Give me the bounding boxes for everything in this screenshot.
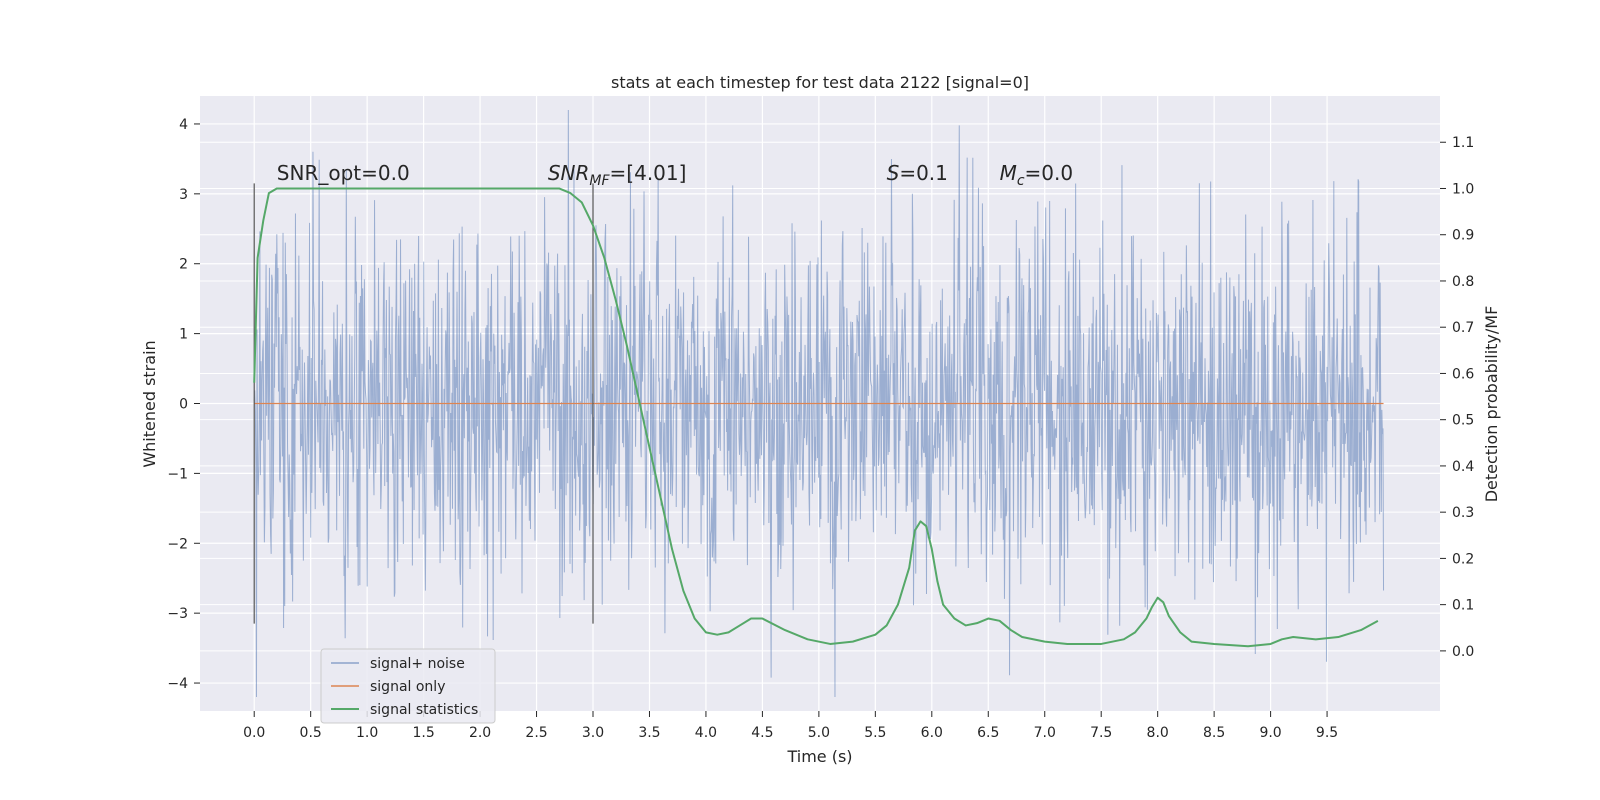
x-axis-ticks: 0.0 0.5 1.0 1.5 2.0 2.5 3.0 3.5 4.0 4.5 5.0 5.5 6.0 6… <box>243 711 1338 741</box>
x-tick-label: 1.0 <box>356 725 378 741</box>
annotations: SNR_opt=0.0 SNRMF=[4.01] S=0.1 Mc=0.0 <box>277 161 1073 189</box>
y-tick-label: −3 <box>167 606 188 622</box>
y2-tick-label: 0.8 <box>1452 274 1474 290</box>
y2-tick-label: 0.9 <box>1452 228 1474 244</box>
annotation-1: SNRMF=[4.01] <box>548 161 687 189</box>
y2-tick-label: 0.2 <box>1452 551 1474 567</box>
y-tick-label: −2 <box>167 536 188 552</box>
x-tick-label: 0.5 <box>300 725 322 741</box>
annotation-2: S=0.1 <box>887 161 948 185</box>
legend-box <box>320 648 496 724</box>
y-tick-label: −1 <box>167 466 188 482</box>
y2-tick-label: 0.1 <box>1452 598 1474 614</box>
x-tick-label: 4.0 <box>695 725 717 741</box>
x-tick-label: 8.0 <box>1147 725 1169 741</box>
y2-axis-label: Detection probability/MF <box>1482 306 1501 503</box>
x-tick-label: 3.0 <box>582 725 604 741</box>
x-tick-label: 3.5 <box>638 725 660 741</box>
y2-tick-label: 0.0 <box>1452 644 1474 660</box>
x-tick-label: 1.5 <box>412 725 434 741</box>
y2-tick-label: 0.3 <box>1452 505 1474 521</box>
x-tick-label: 5.0 <box>808 725 830 741</box>
x-tick-label: 7.0 <box>1034 725 1056 741</box>
legend: signal+ noise signal only signal statist… <box>320 648 496 724</box>
chart-title: stats at each timestep for test data 212… <box>611 73 1029 92</box>
x-tick-label: 2.0 <box>469 725 491 741</box>
legend-label-signal-plus-noise: signal+ noise <box>370 656 465 672</box>
x-tick-label: 9.5 <box>1316 725 1338 741</box>
x-tick-label: 9.0 <box>1259 725 1281 741</box>
y-tick-label: 1 <box>179 327 188 343</box>
x-tick-label: 0.0 <box>243 725 265 741</box>
vertical-markers <box>253 183 594 624</box>
x-tick-label: 5.5 <box>864 725 886 741</box>
x-tick-label: 6.5 <box>977 725 999 741</box>
y-axis-label: Whitened strain <box>140 340 159 467</box>
legend-label-signal-only: signal only <box>370 679 445 695</box>
legend-label-signal-statistics: signal statistics <box>370 702 478 718</box>
y-tick-label: 2 <box>179 257 188 273</box>
x-tick-label: 8.5 <box>1203 725 1225 741</box>
noise-trace <box>253 109 1385 698</box>
y2-tick-label: 0.5 <box>1452 413 1474 429</box>
y2-axis-ticks: 1.1 1.0 0.9 0.8 0.7 0.6 0.5 0.4 0.3 0.2 0.1 0.0 <box>1440 135 1474 660</box>
series-signal-plus-noise <box>253 109 1385 698</box>
x-tick-label: 7.5 <box>1090 725 1112 741</box>
x-tick-label: 6.0 <box>921 725 943 741</box>
x-axis-label: Time (s) <box>786 747 852 766</box>
series-signal-statistics <box>253 187 1379 648</box>
y-tick-label: 0 <box>179 397 188 413</box>
y2-tick-label: 1.0 <box>1452 181 1474 197</box>
y-tick-label: 3 <box>179 187 188 203</box>
annotation-0: SNR_opt=0.0 <box>277 161 410 185</box>
y2-tick-label: 0.6 <box>1452 366 1474 382</box>
y-tick-label: 4 <box>179 117 188 133</box>
y-axis-ticks: 4 3 2 1 0 −1 −2 −3 −4 <box>167 117 200 692</box>
y2-tick-label: 0.7 <box>1452 320 1474 336</box>
y-tick-label: −4 <box>167 676 188 692</box>
x-tick-label: 2.5 <box>525 725 547 741</box>
y2-tick-label: 0.4 <box>1452 459 1474 475</box>
annotation-3: Mc=0.0 <box>1000 161 1074 189</box>
x-tick-label: 4.5 <box>751 725 773 741</box>
signal-statistics-line <box>253 187 1379 648</box>
y2-tick-label: 1.1 <box>1452 135 1474 151</box>
